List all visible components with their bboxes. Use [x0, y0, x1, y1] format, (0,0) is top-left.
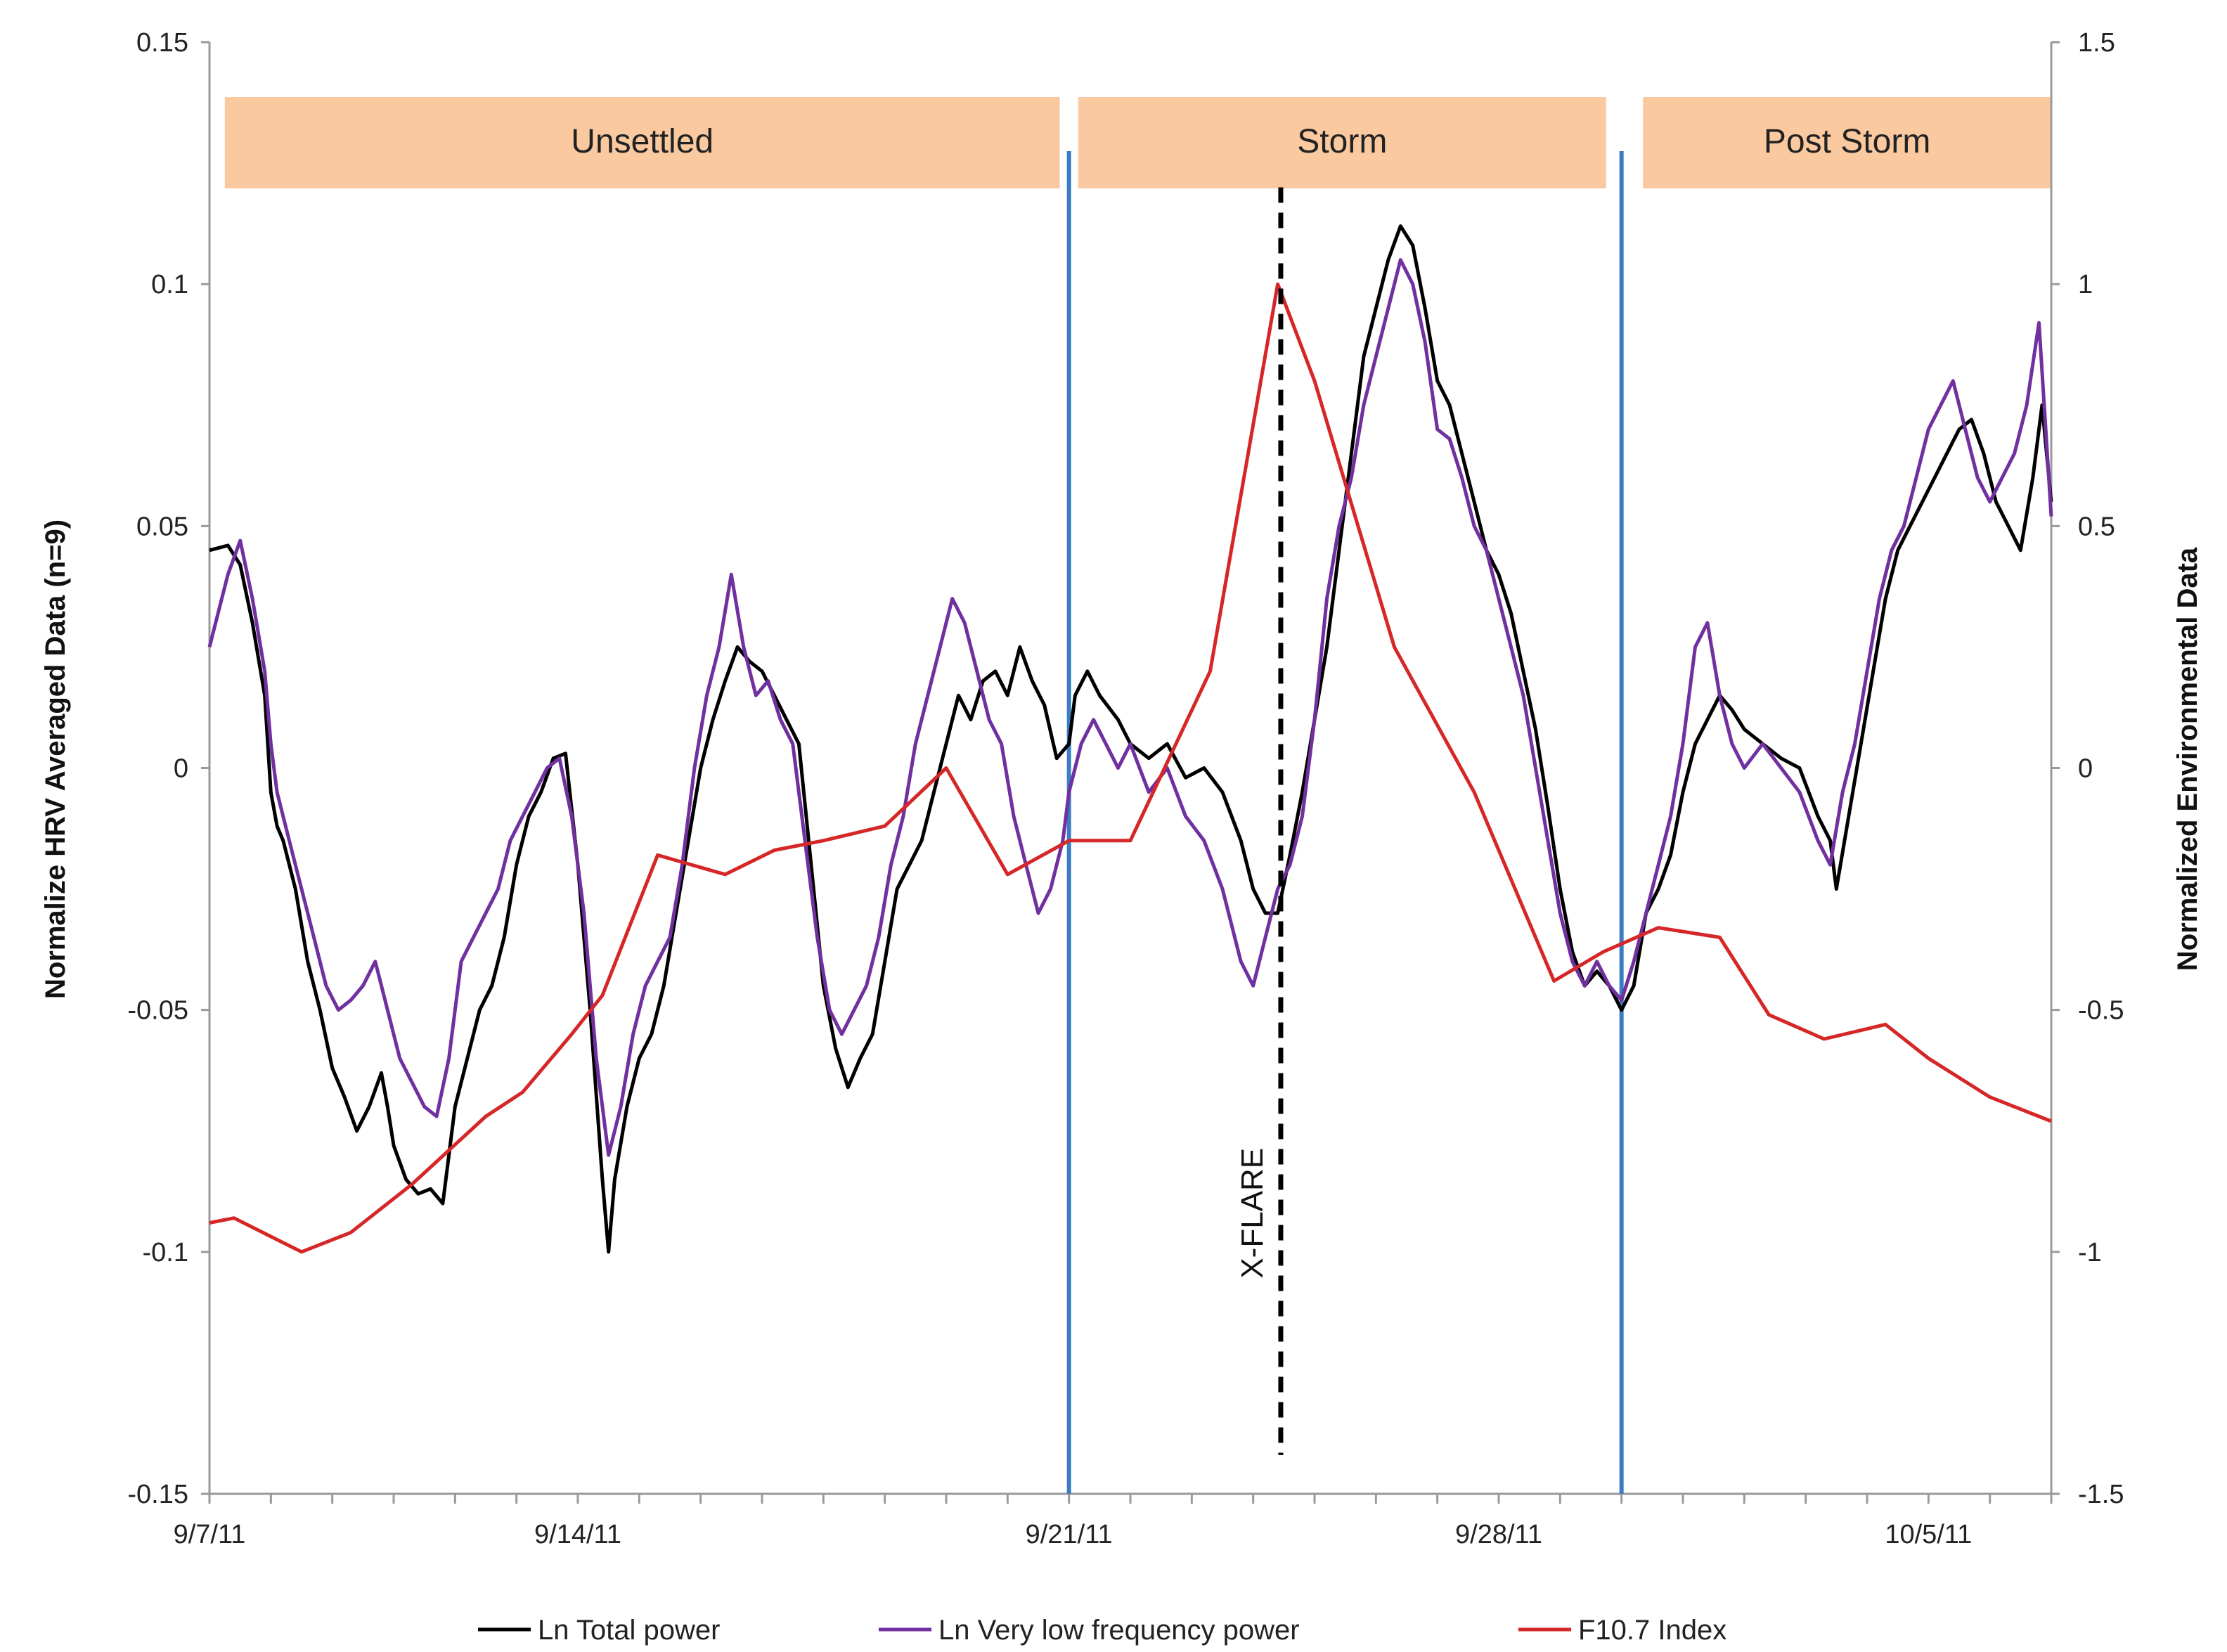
legend-label-f107: F10.7 Index	[1578, 1615, 1726, 1646]
left-tick-label: 0.1	[151, 270, 188, 299]
x-tick-label: 9/7/11	[174, 1520, 246, 1549]
legend-label-vlf-power: Ln Very low frequency power	[938, 1615, 1300, 1646]
right-tick-label: -1.5	[2078, 1480, 2124, 1509]
right-tick-label: 1.5	[2078, 28, 2115, 58]
left-tick-label: 0.15	[136, 28, 188, 58]
phase-boundaries	[1066, 151, 1624, 1494]
left-tick-label: 0	[174, 754, 188, 784]
right-axis-title: Normalized Environmental Data	[2172, 547, 2203, 971]
phase-bands: Unsettled Storm Post Storm	[224, 97, 2051, 188]
legend: Ln Total power Ln Very low frequency pow…	[478, 1615, 1726, 1646]
x-tick-label: 9/14/11	[534, 1520, 621, 1549]
right-tick-label: -1	[2078, 1238, 2102, 1267]
phase-label-post-storm: Post Storm	[1764, 123, 1930, 160]
x-flare-marker: X-FLARE	[1235, 187, 1284, 1455]
x-flare-label: X-FLARE	[1235, 1148, 1270, 1279]
right-tick-label: 0.5	[2078, 512, 2115, 541]
phase-band-storm	[1078, 97, 1606, 188]
x-tick-label: 9/28/11	[1455, 1520, 1542, 1549]
tick-labels: -0.15 -0.1 -0.05 0 0.05 0.1 0.15 -1.5 -1 -0.5 0 0.5…	[127, 28, 2124, 1549]
x-tick-label: 9/21/11	[1026, 1520, 1113, 1549]
left-tick-label: -0.1	[143, 1238, 188, 1267]
phase-label-storm: Storm	[1297, 123, 1387, 160]
axes	[201, 41, 2060, 1504]
phase-label-unsettled: Unsettled	[571, 123, 714, 160]
left-tick-label: -0.05	[127, 996, 188, 1026]
right-tick-label: 1	[2078, 270, 2093, 299]
right-tick-label: -0.5	[2078, 996, 2124, 1026]
series-lines	[207, 224, 2053, 1254]
series-line-ln-total-power	[209, 224, 2053, 1254]
left-tick-label: 0.05	[136, 512, 188, 541]
left-tick-label: -0.15	[127, 1480, 188, 1509]
legend-label-total-power: Ln Total power	[538, 1615, 720, 1646]
series-line-f10-7-index	[209, 282, 2052, 1254]
phase-band-unsettled	[224, 97, 1060, 188]
phase-band-post-storm	[1643, 97, 2051, 188]
x-tick-label: 10/5/11	[1885, 1520, 1972, 1549]
left-axis-title: Normalize HRV Averaged Data (n=9)	[40, 520, 71, 999]
right-tick-label: 0	[2078, 754, 2093, 784]
series-line-ln-very-low-frequency-power	[207, 258, 2053, 1157]
